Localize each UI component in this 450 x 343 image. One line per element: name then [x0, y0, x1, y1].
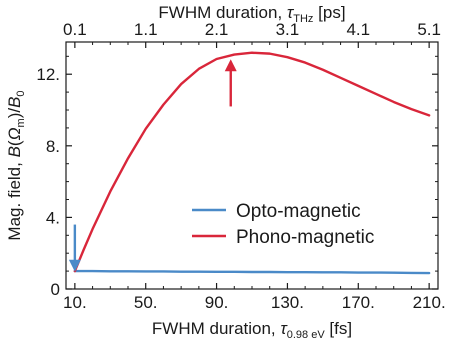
- x-tick-label: 170.: [342, 293, 375, 312]
- top-tick-label: 0.1: [63, 20, 87, 39]
- x-tick-label: 130.: [271, 293, 304, 312]
- y-tick-label: 0: [51, 280, 60, 299]
- y-tick-label: 12.: [36, 65, 60, 84]
- x-tick-label: 210.: [413, 293, 446, 312]
- top-tick-label: 4.1: [346, 20, 370, 39]
- top-tick-label: 2.1: [205, 20, 229, 39]
- legend-label-phono-magnetic: Phono-magnetic: [236, 227, 374, 248]
- legend-label-opto-magnetic: Opto-magnetic: [236, 201, 361, 222]
- y-tick-label: 8.: [46, 137, 60, 156]
- top-tick-label: 3.1: [276, 20, 300, 39]
- x-tick-label: 90.: [205, 293, 229, 312]
- plot-frame: [65, 41, 439, 290]
- x-tick-label: 50.: [134, 293, 158, 312]
- x-axis-label: FWHM duration, τ0.98 eV [fs]: [152, 319, 352, 341]
- y-tick-label: 4.: [46, 208, 60, 227]
- top-tick-label: 1.1: [134, 20, 158, 39]
- top-axis-label: FWHM duration, τTHz [ps]: [158, 3, 345, 25]
- y-axis-label: Mag. field, B(Ωm)/B0: [5, 90, 27, 240]
- series-line-phono-magnetic: [73, 51, 431, 273]
- x-tick-label: 10.: [63, 293, 87, 312]
- series-line-opto-magnetic: [73, 269, 431, 275]
- top-tick-label: 5.1: [417, 20, 441, 39]
